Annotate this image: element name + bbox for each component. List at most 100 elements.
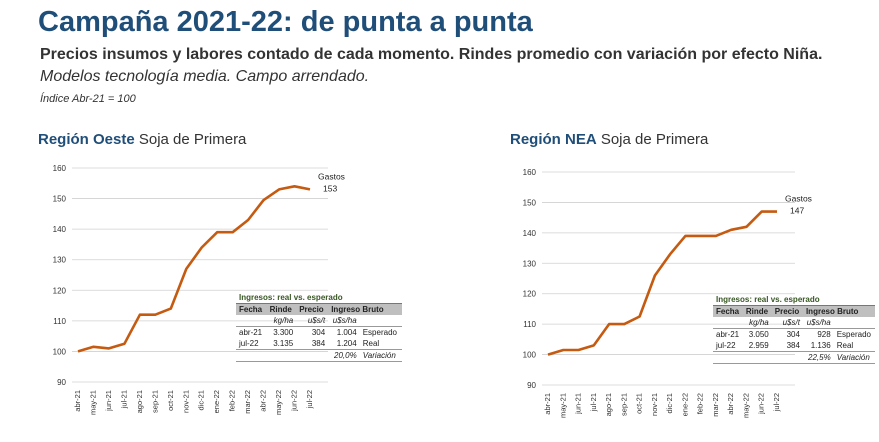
header-ingreso: Ingreso Bruto [328, 303, 402, 315]
header-fecha: Fecha [713, 305, 743, 317]
end-label-value: 147 [790, 206, 804, 216]
table-cell: Real [833, 340, 875, 352]
x-tick-label: ago-21 [604, 393, 613, 416]
y-tick-label: 130 [53, 256, 67, 265]
y-tick-label: 120 [53, 286, 67, 295]
unit-fecha [236, 315, 267, 327]
unit-precio: u$s/t [296, 315, 329, 327]
x-tick-label: jul-21 [589, 393, 598, 412]
x-tick-label: abr-22 [259, 390, 268, 412]
x-tick-label: jun-21 [104, 390, 113, 412]
unit-rinde: kg/ha [266, 315, 297, 327]
x-tick-label: dic-21 [197, 390, 206, 410]
header-precio: Precio [296, 303, 329, 315]
x-tick-label: jun-22 [757, 393, 766, 415]
variation-label: Variación [833, 351, 875, 364]
y-tick-label: 160 [523, 168, 537, 177]
table-cell: 2.959 [742, 340, 772, 352]
unit-fecha [713, 317, 743, 329]
table-cell: abr-21 [239, 328, 263, 337]
series-line-gastos [547, 210, 777, 356]
variation-value: 20,0% [328, 349, 360, 362]
y-tick-label: 110 [523, 320, 536, 329]
region-oeste-name: Región Oeste [38, 131, 135, 148]
x-tick-label: feb-22 [228, 390, 237, 411]
header-ingreso: Ingreso Bruto [802, 305, 875, 317]
x-tick-label: nov-21 [181, 390, 190, 413]
table-caption: Ingresos: real vs. esperado [236, 292, 402, 304]
x-tick-label: abr-21 [543, 393, 552, 415]
x-tick-label: may-22 [274, 390, 283, 415]
table-cell: Esperado [836, 330, 871, 339]
x-tick-label: mar-22 [243, 390, 252, 414]
x-tick-label: abr-22 [726, 393, 735, 415]
x-tick-label: ene-22 [212, 390, 221, 413]
variation-label: Variación [359, 349, 402, 362]
x-tick-label: may-22 [741, 393, 750, 418]
table-cell: 384 [296, 338, 329, 350]
table-cell: 1.136 [802, 340, 834, 352]
x-tick-label: jul-22 [305, 390, 314, 409]
x-tick-label: jul-22 [772, 393, 781, 412]
y-tick-label: 90 [57, 378, 66, 387]
end-label-name: Gastos [318, 171, 345, 181]
table-cell: Esperado [362, 328, 397, 337]
region-nea-crop: Soja de Primera [596, 131, 709, 148]
region-oeste-crop: Soja de Primera [134, 131, 247, 148]
unit-precio: u$s/t [771, 317, 803, 329]
x-tick-label: sep-21 [619, 393, 628, 416]
x-tick-label: nov-21 [650, 393, 659, 416]
unit-rinde: kg/ha [742, 317, 772, 329]
y-tick-label: 110 [53, 317, 66, 326]
y-tick-label: 120 [523, 290, 537, 299]
series-line-gastos [77, 185, 311, 353]
y-tick-label: 150 [523, 198, 537, 207]
x-tick-label: mar-22 [711, 393, 720, 417]
y-tick-label: 90 [527, 381, 536, 390]
x-tick-label: jul-21 [119, 390, 128, 409]
income-table-nea: Ingresos: real vs. esperado Fecha Rinde … [713, 294, 875, 364]
header-rinde: Rinde [266, 303, 297, 315]
x-tick-label: abr-21 [73, 390, 82, 412]
table-cell: 304 [311, 328, 326, 337]
region-nea-title: Región NEA Soja de Primera [510, 131, 708, 148]
table-cell: jul-22 [713, 340, 743, 352]
unit-ingreso: u$s/ha [802, 317, 834, 329]
x-tick-label: ene-22 [680, 393, 689, 416]
table-caption: Ingresos: real vs. esperado [713, 294, 875, 306]
x-tick-label: jun-21 [574, 393, 583, 415]
header-rinde: Rinde [742, 305, 772, 317]
y-tick-label: 100 [523, 351, 537, 360]
x-tick-label: may-21 [88, 390, 97, 415]
x-tick-label: feb-22 [696, 393, 705, 414]
y-tick-label: 130 [523, 259, 537, 268]
table-cell: 3.300 [273, 328, 294, 337]
x-tick-label: oct-21 [635, 393, 644, 414]
region-nea-name: Región NEA [510, 131, 597, 148]
end-label-value: 153 [323, 183, 337, 193]
unit-ingreso: u$s/ha [328, 315, 360, 327]
x-tick-label: may-21 [558, 393, 567, 418]
table-cell: 304 [786, 330, 800, 339]
region-oeste-title: Región Oeste Soja de Primera [38, 131, 246, 148]
table-cell: 928 [817, 330, 831, 339]
table-cell: 1.204 [328, 338, 360, 350]
y-tick-label: 160 [53, 164, 67, 173]
y-tick-label: 100 [53, 347, 67, 356]
y-tick-label: 140 [53, 225, 67, 234]
y-tick-label: 140 [523, 229, 537, 238]
table-cell: 3.050 [748, 330, 769, 339]
table-cell: Real [359, 338, 402, 350]
x-tick-label: oct-21 [166, 390, 175, 411]
table-cell: jul-22 [236, 338, 267, 350]
table-cell: 384 [771, 340, 803, 352]
index-note: Índice Abr-21 = 100 [40, 93, 136, 105]
variation-value: 22,5% [802, 351, 834, 364]
x-tick-label: ago-21 [135, 390, 144, 413]
income-table-oeste: Ingresos: real vs. esperado Fecha Rinde … [236, 292, 402, 362]
page-subtitle-secondary: Modelos tecnología media. Campo arrendad… [40, 68, 370, 85]
end-label-name: Gastos [785, 194, 812, 204]
x-tick-label: sep-21 [150, 390, 159, 413]
